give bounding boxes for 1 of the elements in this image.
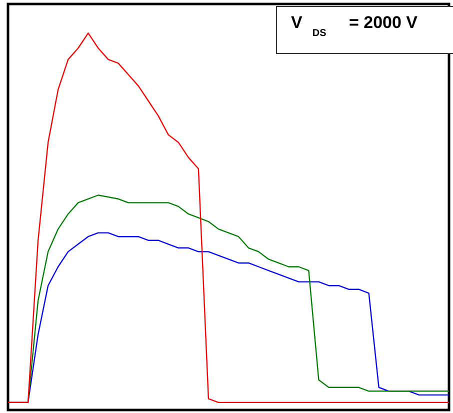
text-box: V$_{DS}$ = 2000 V [276, 6, 453, 54]
